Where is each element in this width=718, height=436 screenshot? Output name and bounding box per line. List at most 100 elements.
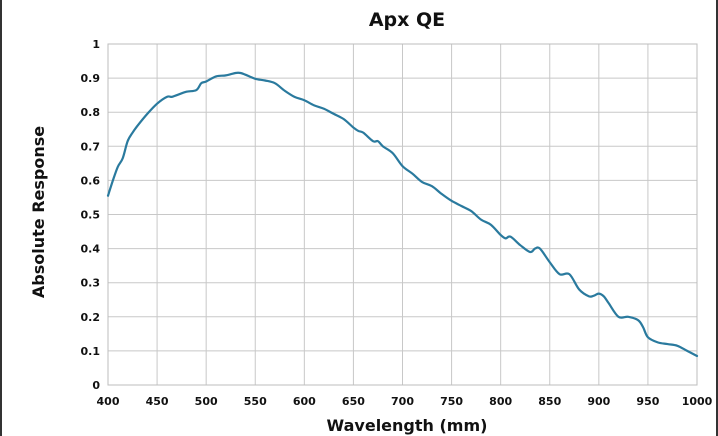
data-point [539,248,541,250]
data-point [127,140,129,142]
data-point [642,326,644,328]
data-point [578,288,580,291]
data-point [549,261,551,263]
data-point [122,157,124,159]
data-point [608,302,610,304]
data-point [274,82,276,84]
x-tick-label: 500 [195,395,218,408]
y-tick-label: 0 [92,379,100,392]
data-point [156,103,158,105]
data-point [244,74,247,76]
data-point [534,248,536,250]
data-point [117,166,119,168]
y-tick-label: 0.8 [81,106,101,119]
x-axis-label: Wavelength (mm) [327,416,488,435]
data-point [323,108,325,110]
data-point [372,140,374,142]
data-points [107,72,698,357]
x-tick-label: 400 [97,395,120,408]
data-point [666,343,669,345]
data-point [176,94,178,96]
data-point [185,91,188,93]
x-tick-label: 550 [244,395,267,408]
x-tick-label: 850 [538,395,561,408]
data-point [357,130,359,132]
data-point [421,181,423,183]
data-point [558,273,561,275]
x-tick-label: 900 [587,395,610,408]
x-tick-labels: 400 450 500 550 600 650 700 750 800 850 900 950 1000 [97,395,713,408]
data-point [343,118,345,120]
data-point [377,140,379,142]
data-point [504,237,507,239]
data-point [166,96,168,98]
data-point [352,126,355,129]
data-point [647,336,649,338]
data-point [195,89,197,91]
data-point [136,125,139,127]
data-point [568,273,570,275]
data-point [696,355,698,357]
data-point [588,295,590,297]
data-point [131,132,134,134]
x-tick-label: 650 [342,395,365,408]
data-point [112,179,114,181]
data-point [603,295,605,297]
data-point [333,113,335,115]
y-tick-label: 0.2 [81,311,101,324]
data-point [313,104,315,106]
data-point [529,251,531,253]
data-point [225,74,227,76]
data-point [470,210,472,212]
data-point [480,219,482,221]
data-point [593,295,595,297]
y-tick-label: 0.3 [81,277,101,290]
right-border [716,0,718,436]
data-point [676,345,678,347]
data-point [441,193,443,195]
data-point [627,316,629,318]
y-tick-label: 0.5 [81,209,101,222]
left-border [0,0,2,436]
x-tick-label: 750 [440,395,463,408]
data-point [509,236,512,238]
data-point [382,145,384,147]
data-point [686,350,688,352]
data-point [146,113,148,115]
data-point [362,132,364,134]
data-point [239,72,242,74]
data-point [519,244,521,246]
data-point [431,185,433,187]
data-point [500,234,502,236]
y-tick-label: 0.9 [81,72,101,85]
y-tick-label: 0.4 [81,243,101,256]
data-point [205,80,207,83]
data-point [293,96,296,98]
data-point [235,72,237,74]
x-tick-label: 450 [146,395,169,408]
data-point [215,75,217,77]
y-axis-label: Absolute Response [29,126,48,298]
data-point [303,99,305,101]
data-point [657,341,659,343]
plot-frame [107,43,698,386]
x-tick-label: 700 [391,395,414,408]
data-point [284,90,286,92]
y-tick-label: 0.6 [81,174,101,187]
data-point [200,82,202,84]
x-tick-label: 800 [489,395,512,408]
chart-title: Apx QE [369,9,445,31]
x-tick-label: 1000 [682,395,713,408]
x-tick-label: 600 [293,395,316,408]
data-point [637,319,639,321]
y-tick-label: 1 [92,38,100,51]
data-point [460,205,462,207]
x-tick-label: 950 [636,395,659,408]
data-point [490,224,492,226]
data-point [598,293,600,295]
data-point [107,195,109,197]
data-point [254,78,256,80]
data-point [411,172,413,175]
data-point [392,152,394,154]
